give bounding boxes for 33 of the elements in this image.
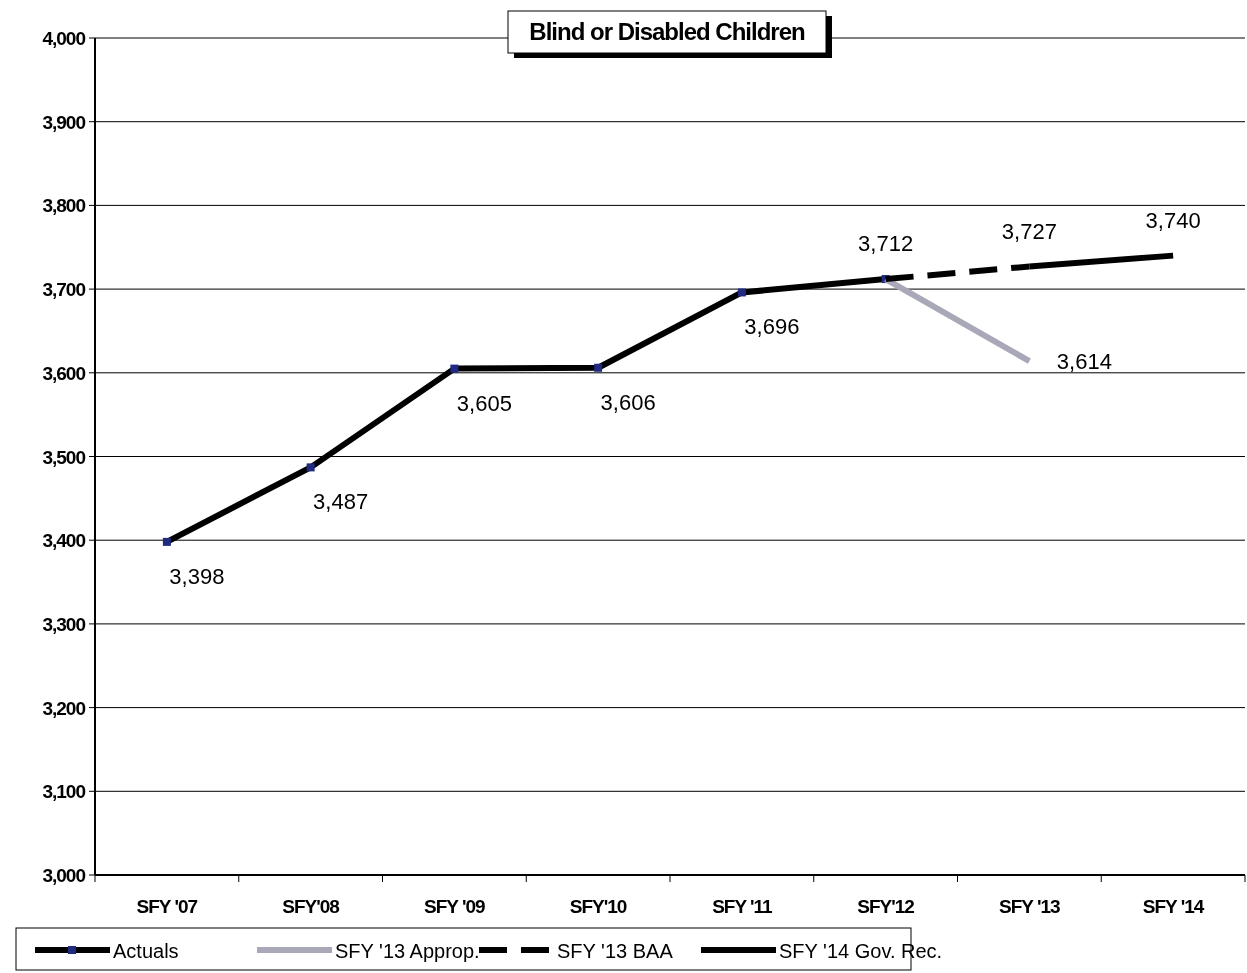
legend-label: Actuals [113, 940, 179, 962]
data-label: 3,696 [744, 314, 800, 340]
y-tick-label: 4,000 [42, 28, 86, 49]
y-tick-label: 3,800 [42, 195, 86, 217]
x-tick-label: SFY'12 [857, 896, 915, 917]
x-tick-label: SFY'10 [569, 896, 627, 917]
x-tick-label: SFY'08 [282, 896, 340, 917]
y-tick-label: 3,900 [42, 111, 86, 133]
y-tick-label: 3,600 [42, 362, 86, 384]
data-label: 3,740 [1145, 207, 1201, 233]
y-tick-label: 3,500 [42, 446, 86, 468]
x-tick-label: SFY '13 [999, 896, 1061, 917]
x-tick-label: SFY '07 [136, 896, 198, 917]
chart-title: Blind or Disabled Children [529, 18, 806, 45]
y-tick-label: 3,300 [42, 613, 86, 635]
y-tick-label: 3,100 [42, 781, 86, 803]
legend-label: SFY '14 Gov. Rec. [779, 940, 943, 962]
legend-label: SFY '13 Approp. [335, 940, 480, 962]
data-label: 3,398 [169, 563, 225, 589]
legend-label: SFY '13 BAA [557, 940, 674, 962]
data-label: 3,614 [1056, 349, 1112, 375]
x-tick-label: SFY '14 [1142, 896, 1205, 917]
y-tick-label: 3,000 [42, 865, 86, 886]
x-tick-label: SFY '11 [712, 896, 774, 917]
data-label: 3,605 [456, 390, 512, 416]
y-tick-label: 3,200 [42, 697, 86, 719]
x-tick-label: SFY '09 [424, 896, 486, 917]
data-label: 3,487 [313, 489, 369, 515]
y-tick-label: 3,400 [42, 530, 86, 552]
data-label: 3,712 [858, 231, 914, 257]
data-label: 3,606 [600, 389, 656, 415]
y-tick-label: 3,700 [42, 279, 86, 301]
data-label: 3,727 [1001, 218, 1057, 244]
